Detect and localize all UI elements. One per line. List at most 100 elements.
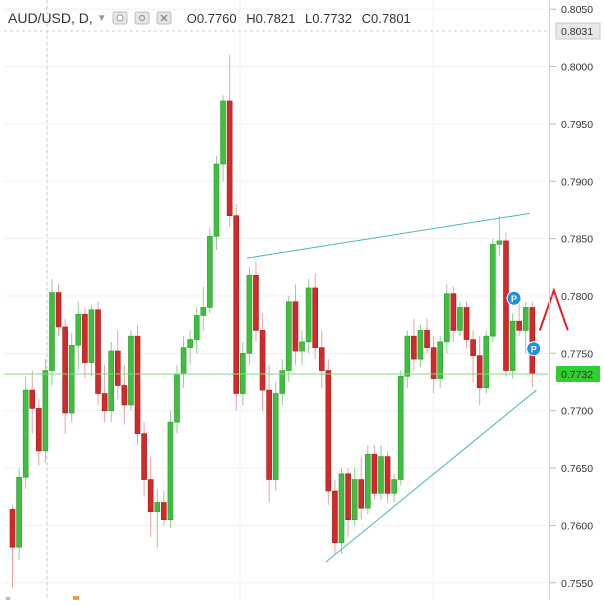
candle [490, 238, 496, 342]
trendline[interactable] [246, 212, 530, 259]
candle [134, 324, 141, 446]
candle [82, 307, 88, 379]
candle-body [476, 355, 483, 389]
candle [450, 286, 457, 342]
settings-icon[interactable] [133, 9, 151, 27]
chevron-down-icon[interactable]: ▼ [96, 12, 107, 24]
close-icon[interactable] [155, 9, 173, 27]
close-value: 0.7801 [371, 10, 411, 26]
candle [95, 301, 101, 405]
candle [180, 336, 187, 388]
candle-body [529, 307, 536, 375]
candle [114, 330, 121, 400]
candle [470, 330, 476, 383]
high-price-label: 0.8031 [561, 26, 593, 38]
candle-body [463, 307, 470, 340]
badge-label: P [511, 294, 517, 304]
candle [404, 330, 411, 388]
candle [128, 330, 134, 411]
candle [463, 301, 470, 348]
candle [36, 399, 42, 466]
y-tick-label: 0.7800 [561, 291, 593, 303]
candle [240, 341, 246, 405]
candle-body [75, 314, 82, 346]
candle [226, 55, 233, 228]
candle-body [121, 385, 128, 406]
candle [147, 456, 154, 537]
trendline[interactable] [325, 389, 537, 563]
candle [496, 215, 503, 256]
candle-body [279, 370, 286, 394]
candle-body [522, 307, 529, 331]
candle [68, 332, 75, 423]
candle-body [503, 240, 509, 371]
event-badge-icon[interactable]: P [526, 341, 542, 357]
candle [279, 359, 286, 405]
high-price-tag [555, 22, 601, 40]
price-axis[interactable]: 0.8050 0.8000 0.7950 0.7900 0.7850 0.7800 0.77… [549, 0, 601, 600]
y-tick-label: 0.7600 [561, 520, 593, 532]
candle [167, 410, 174, 528]
candle [9, 504, 16, 589]
candle [305, 278, 312, 354]
close-key: C [361, 10, 372, 26]
candle-body [437, 341, 444, 379]
candle-body [272, 393, 279, 480]
candle [16, 468, 22, 560]
candle [286, 295, 292, 383]
candle [101, 364, 108, 423]
candle-body [266, 389, 272, 480]
candle-body [174, 373, 180, 423]
candle [154, 488, 161, 549]
candle [266, 364, 272, 503]
candle [476, 336, 483, 405]
candle-body [312, 287, 318, 348]
badge-circle [526, 341, 542, 357]
y-tick-label: 0.7750 [561, 348, 593, 360]
chart-legend: AUD/USD, D, ▼ O0.7760 H0.7821 L0.7732 C0… [8, 8, 411, 28]
candle-body [299, 341, 305, 352]
visibility-toggle-icon[interactable] [111, 9, 129, 27]
forecast-zigzag [538, 287, 569, 331]
event-badge-icon[interactable]: P [506, 290, 522, 306]
candle-body [147, 479, 154, 512]
y-tick-label: 0.7550 [561, 578, 593, 590]
candle-body [411, 335, 417, 360]
symbol-label[interactable]: AUD/USD, D, [8, 10, 93, 26]
candle [397, 370, 404, 486]
candle-body [430, 347, 437, 379]
candle-body [417, 330, 424, 360]
candle [42, 359, 49, 463]
candle [430, 336, 437, 394]
trendlines[interactable] [246, 212, 537, 563]
candle-body [338, 473, 345, 543]
candle-body [36, 408, 42, 452]
candle [332, 479, 338, 555]
candle-body [167, 421, 174, 520]
candle-body [345, 473, 351, 520]
y-tick-label: 0.8000 [561, 62, 593, 74]
candle-body [233, 215, 240, 394]
candle-body [384, 456, 391, 494]
candle-body [82, 314, 88, 363]
candle [443, 284, 450, 354]
candle [411, 318, 417, 371]
candle [345, 468, 351, 537]
candle-body [88, 309, 95, 363]
y-tick-label: 0.7850 [561, 234, 593, 246]
candle [259, 313, 266, 411]
y-tick-label: 0.7950 [561, 119, 593, 131]
candle [509, 313, 516, 379]
candle-body [9, 509, 16, 548]
badge-circle [506, 290, 522, 306]
candle-body [161, 502, 167, 520]
candle [371, 445, 378, 501]
candle [62, 318, 68, 434]
candle [457, 301, 463, 337]
candle-body [365, 454, 371, 509]
candle [424, 318, 430, 354]
candle [384, 450, 391, 503]
candle-body [200, 307, 207, 316]
